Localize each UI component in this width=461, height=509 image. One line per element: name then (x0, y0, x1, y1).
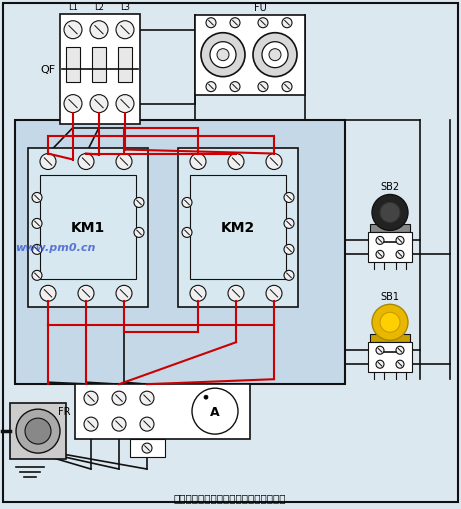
Bar (195, 16, 305, 95)
Circle shape (253, 34, 297, 77)
Circle shape (32, 271, 42, 281)
Circle shape (201, 34, 245, 77)
Bar (60, 15, 140, 124)
Bar (28, 148, 148, 308)
Circle shape (376, 237, 384, 245)
Text: www.pm0.cn: www.pm0.cn (15, 243, 95, 253)
Circle shape (182, 228, 192, 238)
Circle shape (134, 228, 144, 238)
Circle shape (78, 286, 94, 302)
Circle shape (112, 391, 126, 405)
Circle shape (258, 82, 268, 93)
Text: SB2: SB2 (380, 182, 400, 192)
Text: L2: L2 (94, 3, 104, 12)
Circle shape (372, 305, 408, 341)
Circle shape (16, 409, 60, 453)
Text: KM2: KM2 (221, 221, 255, 235)
Text: QF: QF (40, 65, 55, 74)
Circle shape (376, 347, 384, 355)
Circle shape (269, 49, 281, 62)
Circle shape (284, 271, 294, 281)
Circle shape (32, 219, 42, 229)
Circle shape (90, 95, 108, 114)
Circle shape (266, 154, 282, 170)
Circle shape (40, 154, 56, 170)
Bar (75, 384, 250, 439)
Circle shape (112, 417, 126, 431)
Circle shape (32, 245, 42, 255)
Circle shape (266, 286, 282, 302)
Circle shape (380, 313, 400, 332)
Circle shape (380, 203, 400, 223)
Circle shape (32, 193, 42, 203)
Bar (370, 225, 410, 233)
Circle shape (140, 391, 154, 405)
Circle shape (134, 198, 144, 208)
Bar (368, 233, 412, 263)
Bar (370, 334, 410, 343)
Circle shape (282, 82, 292, 93)
Circle shape (210, 43, 236, 69)
Bar (15, 120, 345, 384)
Text: KM1: KM1 (71, 221, 105, 235)
Bar (40, 176, 136, 280)
Circle shape (396, 251, 404, 259)
Bar (368, 343, 412, 373)
Circle shape (190, 286, 206, 302)
Circle shape (206, 82, 216, 93)
Circle shape (228, 286, 244, 302)
Bar (10, 403, 66, 459)
Bar (92, 48, 106, 82)
Bar (130, 439, 165, 457)
Text: L1: L1 (68, 3, 78, 12)
Circle shape (116, 95, 134, 114)
Circle shape (396, 360, 404, 369)
Circle shape (90, 22, 108, 40)
Circle shape (230, 19, 240, 29)
Circle shape (284, 245, 294, 255)
Circle shape (376, 360, 384, 369)
Circle shape (284, 219, 294, 229)
Circle shape (142, 443, 152, 453)
Circle shape (206, 19, 216, 29)
Bar (118, 48, 132, 82)
Circle shape (192, 388, 238, 434)
Circle shape (230, 82, 240, 93)
Bar (190, 176, 286, 280)
Text: FU: FU (254, 3, 266, 13)
Circle shape (282, 19, 292, 29)
Circle shape (228, 154, 244, 170)
Text: FR: FR (58, 406, 70, 416)
Circle shape (64, 22, 82, 40)
Circle shape (284, 193, 294, 203)
Circle shape (64, 95, 82, 114)
Circle shape (116, 154, 132, 170)
Circle shape (40, 286, 56, 302)
Circle shape (396, 237, 404, 245)
Circle shape (116, 286, 132, 302)
Circle shape (217, 49, 229, 62)
Text: 电动机正、反向点动控制电路接线示意图: 电动机正、反向点动控制电路接线示意图 (174, 492, 286, 502)
Circle shape (204, 395, 208, 400)
Circle shape (262, 43, 288, 69)
Circle shape (116, 22, 134, 40)
Circle shape (140, 417, 154, 431)
Circle shape (25, 418, 51, 444)
Circle shape (396, 347, 404, 355)
Circle shape (78, 154, 94, 170)
Circle shape (84, 417, 98, 431)
Bar (66, 48, 80, 82)
Circle shape (376, 251, 384, 259)
Circle shape (258, 19, 268, 29)
Circle shape (84, 391, 98, 405)
Text: A: A (210, 405, 220, 418)
Circle shape (372, 195, 408, 231)
Circle shape (190, 154, 206, 170)
Circle shape (182, 198, 192, 208)
Text: L3: L3 (120, 3, 130, 12)
Bar (178, 148, 298, 308)
Text: SB1: SB1 (380, 292, 400, 302)
